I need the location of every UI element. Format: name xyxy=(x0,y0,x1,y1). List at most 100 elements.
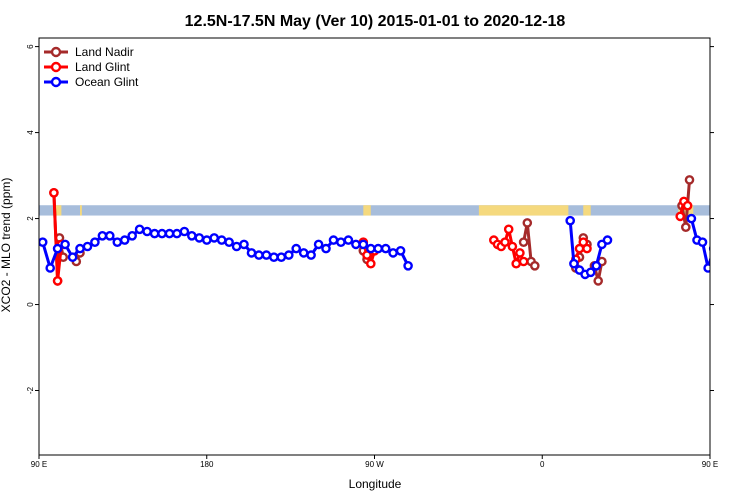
data-point xyxy=(725,254,732,261)
data-point xyxy=(194,233,205,243)
data-point xyxy=(602,235,613,245)
data-point xyxy=(172,228,182,239)
data-point xyxy=(515,248,525,258)
data-point xyxy=(716,241,723,248)
data-point xyxy=(52,276,63,286)
data-point xyxy=(591,260,602,271)
y-tick-label: 6 xyxy=(26,44,35,49)
data-point xyxy=(522,218,533,228)
data-point xyxy=(403,260,413,271)
data-point xyxy=(186,230,197,241)
data-point xyxy=(744,232,750,239)
legend-item-land-nadir: Land Nadir xyxy=(44,45,134,59)
surface-bar-ocean xyxy=(39,205,710,216)
data-point xyxy=(216,235,227,245)
data-point xyxy=(733,243,740,250)
data-point xyxy=(90,237,100,247)
surface-bar-land-4 xyxy=(583,205,591,216)
data-point xyxy=(682,200,693,211)
x-tick-label: 180 xyxy=(200,460,214,469)
series-layer xyxy=(39,175,750,286)
data-point xyxy=(708,245,710,252)
x-axis: 90 E 180 90 W 0 90 E xyxy=(31,455,718,469)
y-tick-label: 0 xyxy=(26,302,35,307)
data-point xyxy=(269,252,279,263)
data-point xyxy=(358,239,369,250)
data-point xyxy=(721,252,728,259)
legend-item-land-glint: Land Glint xyxy=(44,60,130,74)
data-point xyxy=(684,175,695,185)
data-point xyxy=(67,252,78,263)
data-point xyxy=(164,228,175,239)
data-point xyxy=(582,243,592,254)
data-point xyxy=(703,263,710,273)
data-point xyxy=(518,237,529,247)
data-point xyxy=(365,243,376,254)
data-point xyxy=(569,258,579,269)
data-point xyxy=(306,250,316,260)
data-point xyxy=(511,258,522,269)
data-point xyxy=(231,241,242,252)
data-point xyxy=(209,233,219,243)
data-point xyxy=(380,243,391,254)
legend-swatch-marker xyxy=(50,46,62,58)
legend-swatch-marker xyxy=(50,61,62,73)
data-point xyxy=(727,243,734,250)
data-point xyxy=(565,215,576,226)
data-point xyxy=(246,248,257,258)
surface-bar xyxy=(39,205,710,216)
x-axis-label: Longitude xyxy=(349,477,402,491)
data-point xyxy=(675,211,686,222)
data-point xyxy=(500,237,510,247)
legend-item-ocean-glint: Ocean Glint xyxy=(44,75,139,89)
y-tick-label: -2 xyxy=(26,386,35,394)
data-point xyxy=(105,230,115,241)
data-point xyxy=(142,226,152,237)
legend-label: Land Glint xyxy=(75,60,130,74)
y-axis: -2 0 2 4 6 xyxy=(26,44,714,394)
data-point xyxy=(276,252,287,263)
series-land-glint xyxy=(49,187,727,286)
data-point xyxy=(518,256,529,267)
data-point xyxy=(39,237,48,247)
data-point xyxy=(328,235,339,245)
data-point xyxy=(388,248,398,258)
data-point xyxy=(336,237,346,247)
data-point xyxy=(157,228,167,239)
data-point xyxy=(738,237,745,244)
data-point xyxy=(373,243,384,254)
data-point xyxy=(112,237,123,247)
x-tick-label: 90 W xyxy=(365,460,384,469)
x-tick-label: 90 E xyxy=(31,460,47,469)
data-point xyxy=(681,222,691,232)
data-point xyxy=(298,248,309,258)
data-point xyxy=(134,224,145,235)
data-point xyxy=(49,187,59,198)
legend-label: Land Nadir xyxy=(75,45,134,59)
surface-bar-land-2 xyxy=(363,205,371,216)
data-point xyxy=(721,237,728,244)
data-point xyxy=(52,243,63,254)
data-point xyxy=(179,226,190,237)
data-point xyxy=(313,239,324,250)
series-line-ocean-glint xyxy=(41,227,410,270)
data-point xyxy=(593,276,604,286)
chart-title: 12.5N-17.5N May (Ver 10) 2015-01-01 to 2… xyxy=(185,13,566,30)
y-tick-label: 2 xyxy=(26,216,35,221)
data-point xyxy=(119,235,130,245)
series-line-land-glint xyxy=(719,193,727,281)
series-line-land-nadir xyxy=(725,240,733,257)
x-tick-label: 90 E xyxy=(702,460,718,469)
data-point xyxy=(261,250,272,260)
data-point xyxy=(530,260,540,271)
data-point xyxy=(343,235,354,245)
data-point xyxy=(719,277,726,284)
legend-swatch-marker xyxy=(50,76,62,88)
surface-bar-land-1 xyxy=(80,205,82,216)
data-point xyxy=(224,237,234,247)
y-tick-label: 4 xyxy=(26,130,35,135)
data-point xyxy=(45,263,56,273)
data-point xyxy=(503,224,514,235)
